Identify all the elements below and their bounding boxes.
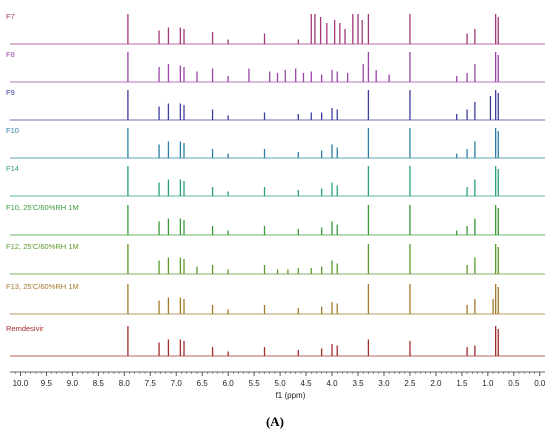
- series-label-remdesivir: Remdesivir: [6, 324, 44, 333]
- series-label-f9: F9: [6, 88, 15, 97]
- x-tick-label-7.5: 7.5: [145, 379, 157, 388]
- x-tick-label-6.0: 6.0: [223, 379, 235, 388]
- x-tick-label-6.5: 6.5: [197, 379, 209, 388]
- x-tick-label-1.5: 1.5: [456, 379, 468, 388]
- x-tick-label-2.0: 2.0: [430, 379, 442, 388]
- figure-caption: (A): [265, 414, 285, 429]
- x-tick-label-0.0: 0.0: [534, 379, 546, 388]
- series-label-f12-25-c-60-rh-1m: F12, 25'C/60%RH 1M: [6, 242, 79, 251]
- series-label-f7: F7: [6, 12, 15, 21]
- series-label-f10-25-c-60-rh-1m: F10, 25'C/60%RH 1M: [6, 203, 79, 212]
- x-tick-label-5.5: 5.5: [249, 379, 261, 388]
- x-tick-label-0.5: 0.5: [508, 379, 520, 388]
- x-tick-label-9.5: 9.5: [41, 379, 53, 388]
- series-labels: F7 F8 F9 F10 F14 F10, 25'C/60%RH 1M F12, 25'C/…: [6, 12, 79, 333]
- x-tick-label-9.0: 9.0: [67, 379, 79, 388]
- series-label-f8: F8: [6, 50, 15, 59]
- series-label-f10: F10: [6, 126, 19, 135]
- x-tick-label-3.0: 3.0: [378, 379, 390, 388]
- series-label-f14: F14: [6, 164, 19, 173]
- x-tick-label-10.0: 10.0: [13, 379, 29, 388]
- x-axis-label: f1 (ppm): [276, 391, 306, 400]
- x-tick-label-1.0: 1.0: [482, 379, 494, 388]
- x-tick-label-8.5: 8.5: [93, 379, 105, 388]
- spectra-traces: [10, 14, 545, 357]
- x-tick-label-5.0: 5.0: [275, 379, 287, 388]
- x-tick-label-4.0: 4.0: [326, 379, 338, 388]
- x-tick-label-7.0: 7.0: [171, 379, 183, 388]
- x-tick-label-4.5: 4.5: [301, 379, 313, 388]
- x-axis: 10.0 9.5 9.0 8.5 8.0 7.5 7.0 6.5 6.0 5.5 5.0 4.5 4.0…: [10, 371, 546, 400]
- x-tick-label-2.5: 2.5: [404, 379, 416, 388]
- series-label-f13-25-c-60-rh-1m: F13, 25'C/60%RH 1M: [6, 282, 79, 291]
- x-tick-label-3.5: 3.5: [352, 379, 364, 388]
- x-tick-label-8.0: 8.0: [119, 379, 131, 388]
